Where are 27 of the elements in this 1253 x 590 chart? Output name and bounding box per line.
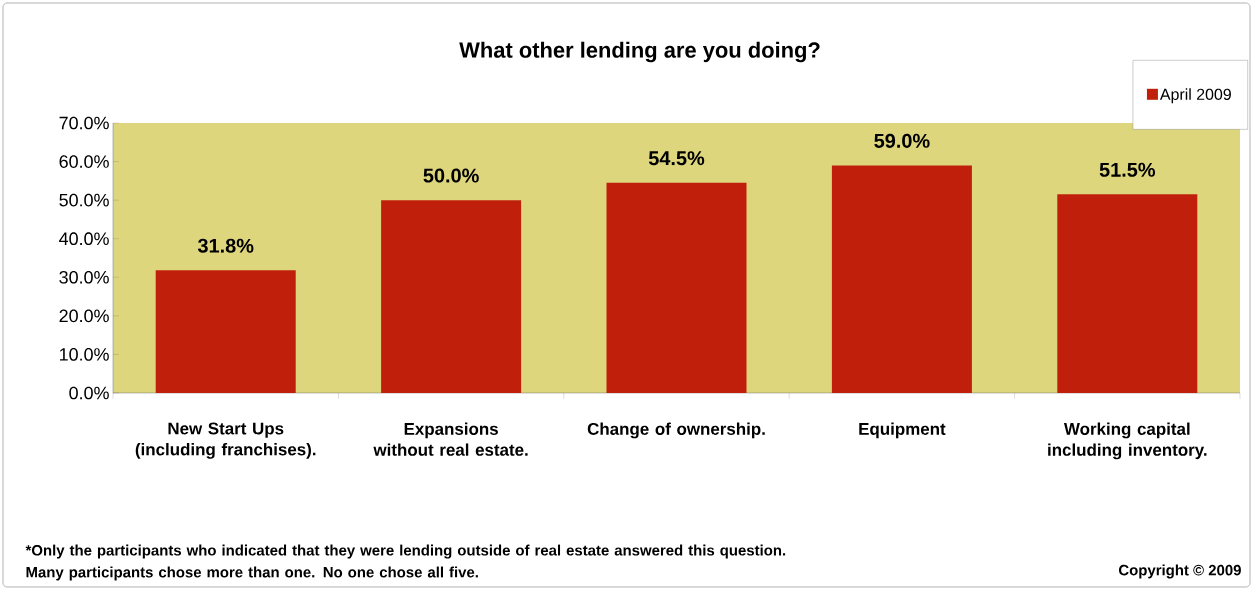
data-label: 54.5% bbox=[648, 151, 705, 166]
y-tick-label: 50.0% bbox=[59, 193, 109, 207]
data-label: 51.5% bbox=[1099, 162, 1156, 177]
y-tick-label: 0.0% bbox=[69, 386, 109, 400]
text: Copyright © 2009 bbox=[1118, 564, 1241, 579]
legend-label: April 2009 bbox=[1159, 88, 1231, 104]
bar bbox=[1057, 194, 1198, 393]
chart-title: What other lending are you doing? bbox=[459, 41, 820, 63]
bar bbox=[381, 200, 522, 393]
y-tick-label: 10.0% bbox=[60, 348, 109, 361]
y-tick-label: 70.0% bbox=[59, 116, 109, 130]
x-tick-label: Expansions without real estate. bbox=[373, 422, 528, 456]
x-tick-label: New Start Ups (including franchises). bbox=[135, 422, 316, 459]
data-label: 50.0% bbox=[423, 168, 479, 183]
text: *Only the participants who indicated that they were lending outside of real estate answered this question. Many participants chose more than one. No one chose all five. bbox=[25, 544, 786, 581]
y-tick-label: 30.0% bbox=[59, 270, 109, 284]
data-label: 31.8% bbox=[197, 238, 254, 253]
data-label: 59.0% bbox=[874, 133, 930, 148]
bar bbox=[606, 182, 747, 393]
bar bbox=[155, 270, 296, 393]
x-tick-label: Change of ownership. bbox=[587, 422, 765, 439]
y-tick-label: 20.0% bbox=[59, 309, 109, 323]
x-tick-label: Equipment bbox=[859, 422, 946, 439]
x-tick-label: Working capital including inventory. bbox=[1048, 422, 1207, 460]
y-tick-label: 40.0% bbox=[59, 232, 109, 246]
bar bbox=[831, 165, 972, 393]
y-tick-label: 60.0% bbox=[59, 155, 109, 168]
